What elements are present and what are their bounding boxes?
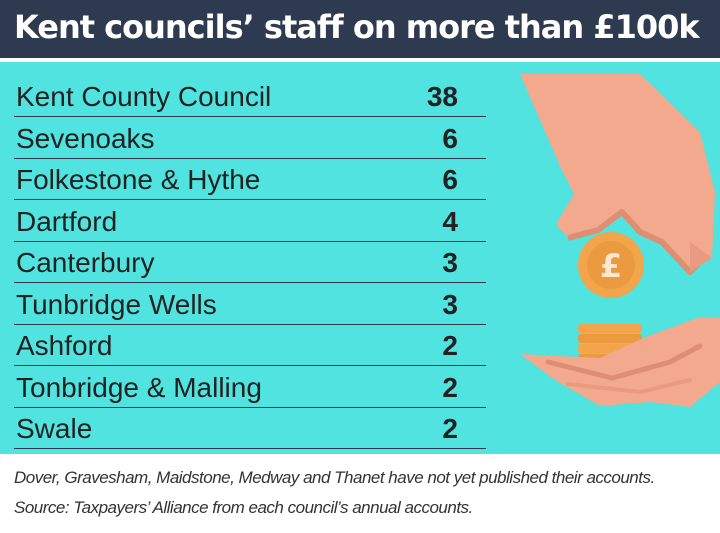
council-name: Canterbury — [16, 247, 155, 278]
source-note: Source: Taxpayers’ Alliance from each co… — [14, 498, 473, 517]
council-name: Sevenoaks — [16, 122, 155, 154]
table-row: Folkestone & Hythe 6 — [14, 158, 486, 200]
council-name: Dartford — [16, 205, 118, 237]
table-row: Sevenoaks 6 — [14, 117, 486, 159]
council-name: Tunbridge Wells — [16, 288, 217, 320]
table-row: Ashford 2 — [14, 324, 486, 366]
council-name: Tonbridge & Malling — [16, 371, 262, 403]
staff-count: 3 — [442, 288, 458, 320]
council-name: Swale — [16, 413, 93, 444]
staff-count: 4 — [442, 205, 458, 237]
receiving-hand-icon — [520, 317, 720, 407]
hand-coin-illustration: £ — [520, 74, 720, 407]
council-name: Ashford — [16, 330, 113, 361]
table-row: Kent County Council 38 — [14, 75, 486, 117]
staff-count: 38 — [426, 81, 458, 112]
council-name: Kent County Council — [16, 81, 272, 112]
footnote: Dover, Gravesham, Maidstone, Medway and … — [14, 468, 655, 487]
chart-title: Kent councils’ staff on more than £100k — [14, 8, 700, 46]
table-row: Canterbury 3 — [14, 241, 486, 283]
table-row: Tunbridge Wells 3 — [14, 283, 486, 325]
table-row: Tonbridge & Malling 2 — [14, 366, 486, 408]
staff-count: 6 — [442, 122, 458, 154]
pound-coin-icon: £ — [578, 232, 644, 298]
hand-giving-icon — [520, 74, 715, 275]
title-bar: Kent councils’ staff on more than £100k — [0, 0, 720, 58]
table-panel: £ Kent County Council 38 Sevenoaks 6 Folkest… — [0, 62, 720, 454]
staff-count: 3 — [442, 247, 458, 278]
table-row: Swale 2 — [14, 407, 486, 449]
coin-symbol: £ — [600, 247, 622, 285]
staff-count: 2 — [442, 330, 458, 361]
table-row: Dartford 4 — [14, 200, 486, 242]
staff-count: 6 — [442, 164, 458, 195]
staff-count: 2 — [442, 371, 458, 403]
council-name: Folkestone & Hythe — [16, 164, 261, 195]
staff-count: 2 — [442, 413, 458, 444]
